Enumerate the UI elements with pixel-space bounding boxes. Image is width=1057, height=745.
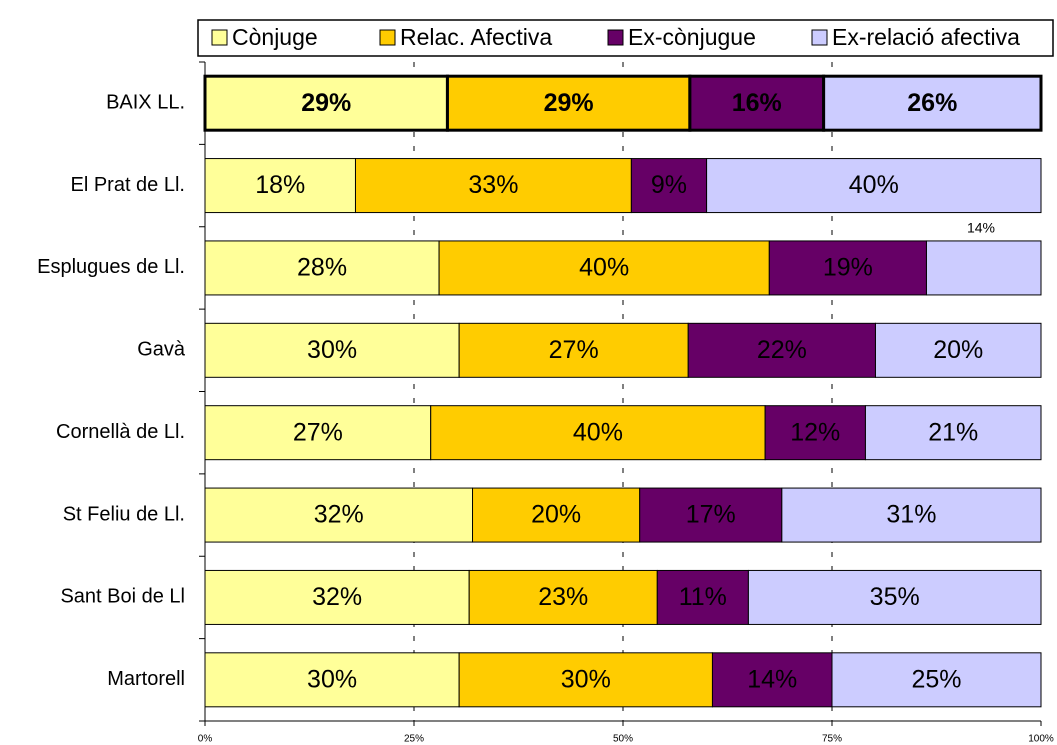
y-tick-label: Martorell bbox=[107, 668, 185, 690]
data-label: 14% bbox=[967, 220, 995, 236]
data-label: 29% bbox=[301, 89, 351, 117]
y-tick-label: El Prat de Ll. bbox=[70, 174, 185, 196]
y-tick-label: St Feliu de Ll. bbox=[63, 503, 185, 525]
data-label: 27% bbox=[293, 418, 343, 446]
x-tick-label: 75% bbox=[822, 734, 842, 745]
bar-segment bbox=[204, 652, 460, 708]
y-tick-label: Gavà bbox=[137, 339, 186, 361]
legend-label: Relac. Afectiva bbox=[400, 24, 552, 50]
x-tick-label: 25% bbox=[404, 734, 424, 745]
bar-segment bbox=[874, 322, 1042, 378]
bar-segment bbox=[864, 405, 1042, 461]
bar-segment bbox=[430, 405, 766, 461]
data-label: 20% bbox=[933, 336, 983, 364]
bar-segment bbox=[656, 569, 749, 625]
data-label: 30% bbox=[561, 665, 611, 693]
data-label: 30% bbox=[307, 665, 357, 693]
bar-segment bbox=[925, 240, 1042, 296]
legend-swatch bbox=[607, 29, 624, 46]
data-label: 25% bbox=[911, 665, 961, 693]
data-label: 11% bbox=[679, 583, 727, 611]
data-label: 14% bbox=[747, 665, 797, 693]
bar-segment bbox=[831, 652, 1042, 708]
bar-segment bbox=[204, 322, 460, 378]
data-label: 23% bbox=[538, 583, 588, 611]
bar-segment bbox=[204, 240, 440, 296]
y-tick-label: Sant Boi de Ll bbox=[60, 586, 185, 608]
data-label: 40% bbox=[573, 418, 623, 446]
legend-box bbox=[197, 19, 1054, 57]
data-label: 21% bbox=[928, 418, 978, 446]
data-label: 29% bbox=[544, 89, 594, 117]
bar-segment bbox=[472, 487, 641, 543]
legend-label: Cònjuge bbox=[232, 24, 318, 50]
data-label: 19% bbox=[823, 254, 873, 282]
x-tick-label: 50% bbox=[613, 734, 633, 745]
y-tick-label: Cornellà de Ll. bbox=[56, 421, 185, 443]
legend-label: Ex-relació afectiva bbox=[832, 24, 1020, 50]
bar-segment bbox=[204, 569, 470, 625]
data-label: 17% bbox=[686, 501, 736, 529]
bar-segment bbox=[204, 158, 356, 214]
bar-segment bbox=[781, 487, 1042, 543]
y-tick-label: BAIX LL. bbox=[106, 91, 185, 113]
data-label: 28% bbox=[297, 254, 347, 282]
legend-label: Ex-cònjugue bbox=[628, 24, 756, 50]
data-label: 18% bbox=[255, 171, 305, 199]
data-label: 26% bbox=[907, 89, 957, 117]
data-label: 31% bbox=[886, 501, 936, 529]
data-label: 40% bbox=[849, 171, 899, 199]
data-label: 20% bbox=[531, 501, 581, 529]
data-label: 30% bbox=[307, 336, 357, 364]
bar-segment bbox=[747, 569, 1042, 625]
data-label: 12% bbox=[790, 418, 840, 446]
data-label: 27% bbox=[549, 336, 599, 364]
bar-segment bbox=[354, 158, 632, 214]
bar-segment bbox=[822, 74, 1043, 132]
bar-segment bbox=[468, 569, 658, 625]
bar-segment bbox=[711, 652, 833, 708]
data-label: 16% bbox=[732, 89, 782, 117]
y-tick-label: Esplugues de Ll. bbox=[37, 256, 185, 278]
legend-swatch bbox=[379, 29, 396, 46]
data-label: 22% bbox=[757, 336, 807, 364]
data-label: 40% bbox=[579, 254, 629, 282]
bar-segment bbox=[204, 405, 432, 461]
data-label: 33% bbox=[468, 171, 518, 199]
x-tick-label: 0% bbox=[198, 734, 213, 745]
bar-segment bbox=[204, 487, 474, 543]
bar-segment bbox=[687, 322, 876, 378]
bar-segment bbox=[764, 405, 866, 461]
data-label: 32% bbox=[314, 501, 364, 529]
bar-segment bbox=[445, 74, 692, 132]
data-label: 9% bbox=[651, 171, 687, 199]
bar-segment bbox=[639, 487, 783, 543]
legend-swatch bbox=[811, 29, 828, 46]
legend-swatch bbox=[211, 29, 228, 46]
bar-segment bbox=[706, 158, 1042, 214]
data-label: 32% bbox=[312, 583, 362, 611]
bar-segment bbox=[630, 158, 708, 214]
x-tick-label: 100% bbox=[1028, 734, 1054, 745]
bar-segment bbox=[438, 240, 770, 296]
data-label: 35% bbox=[870, 583, 920, 611]
